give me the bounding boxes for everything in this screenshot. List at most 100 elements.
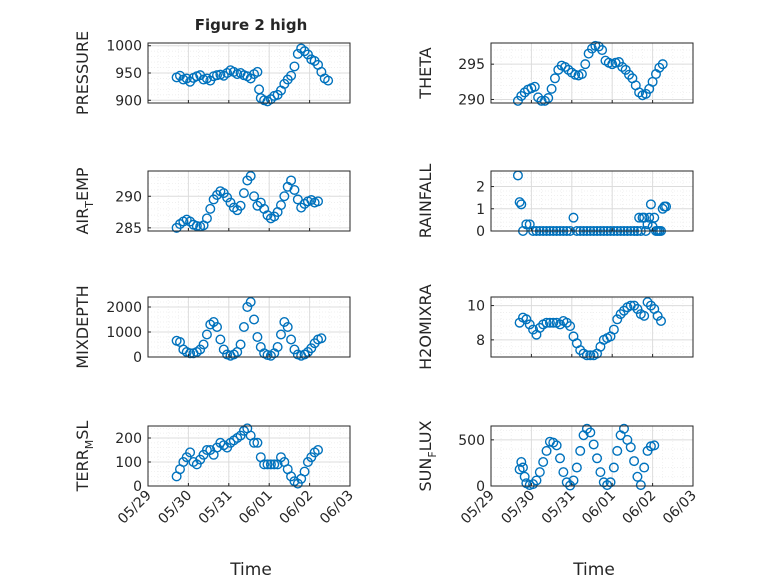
data-point [201,445,212,456]
data-series [514,423,660,491]
y-ticks: 8 10 [467,299,494,349]
x-tick-label: 06/02 [620,488,660,528]
data-point [218,70,229,81]
data-point [299,466,310,477]
data-point [657,59,668,70]
data-point [639,310,650,321]
data-point [249,437,260,448]
y-tick-label: 0 [476,224,485,240]
data-point [208,317,219,328]
data-point [512,95,523,106]
data-point [546,83,557,94]
y-label-subscript: M [83,440,96,450]
y-tick-label: 0 [133,350,142,366]
data-point [218,344,229,355]
data-point [602,480,613,491]
data-point [195,344,206,355]
x-tick-label: 06/03 [317,488,357,528]
data-point [555,453,566,464]
y-axis-label: H2OMIXRA [416,284,435,370]
y-axis-label: THETA [416,47,435,99]
data-point [519,471,530,482]
y-ticks: 0 100 200 [115,431,151,495]
data-point [640,88,651,99]
data-point [551,440,562,451]
data-point [529,81,540,92]
minor-grid [491,426,693,486]
data-point [249,191,260,202]
data-point [541,317,552,328]
data-point [201,329,212,340]
data-point [549,73,560,84]
data-point [597,45,608,56]
data-point [652,310,663,321]
data-point [654,62,665,73]
data-point [615,309,626,320]
subplot-mixdepth: 0 1000 2000 MIXDEPTH [73,285,351,369]
data-point [541,445,552,456]
data-point [587,43,598,54]
data-point [543,93,554,104]
y-tick-label: 0 [476,479,485,495]
data-point [555,319,566,330]
data-point [222,67,233,78]
data-point [538,457,549,468]
data-point [252,437,263,448]
y-label-main: TERR [73,449,92,492]
data-point [656,316,667,327]
data-point [296,43,307,54]
x-tick-label: 06/03 [660,488,700,528]
axes-box [490,170,694,232]
x-ticks [147,354,351,357]
data-point [548,437,559,448]
y-tick-label: 295 [458,57,485,73]
data-point [536,95,547,106]
y-ticks: 290 295 [458,57,494,108]
data-point [279,191,290,202]
y-ticks: 900 950 1000 [106,39,151,109]
axes-box [147,425,351,487]
data-point [558,467,569,478]
subplot-air-temp: 285 290 AIRTEMP [73,167,351,237]
data-point [262,210,273,221]
data-point [645,300,656,311]
subplot-rainfall: 0 1 2 RAINFALL [416,164,694,240]
data-point [583,48,594,59]
data-series [171,171,324,233]
data-point [544,317,555,328]
y-tick-label: 900 [115,93,142,109]
data-point [598,477,609,488]
y-label-main: AIR [73,208,92,235]
data-point [222,192,233,203]
data-point [521,314,532,325]
data-point [313,445,324,456]
y-axis-label: MIXDEPTH [73,285,92,368]
data-point [205,203,216,214]
x-ticks [490,228,694,231]
data-point [581,350,592,361]
data-point [593,41,604,52]
data-point [299,46,310,57]
data-point [516,199,527,210]
data-point [275,329,286,340]
data-point [286,175,297,186]
x-ticks [490,483,694,486]
data-point [565,321,576,332]
data-point [661,201,672,212]
subplot-sun-flux: 0 500 SUNFLUX 05/29 05/30 05/31 06/01 06/02 06/0… [416,420,700,527]
data-point [272,342,283,353]
y-label-rest: LUX [416,420,435,451]
data-point [608,324,619,335]
data-point [517,462,528,473]
data-point [528,324,539,335]
data-point [185,447,196,458]
data-point [534,467,545,478]
data-point [568,475,579,486]
data-point [642,297,653,308]
data-point [580,59,591,70]
y-tick-label: 0 [133,479,142,495]
y-tick-label: 285 [115,221,142,237]
y-tick-label: 2 [476,180,485,196]
